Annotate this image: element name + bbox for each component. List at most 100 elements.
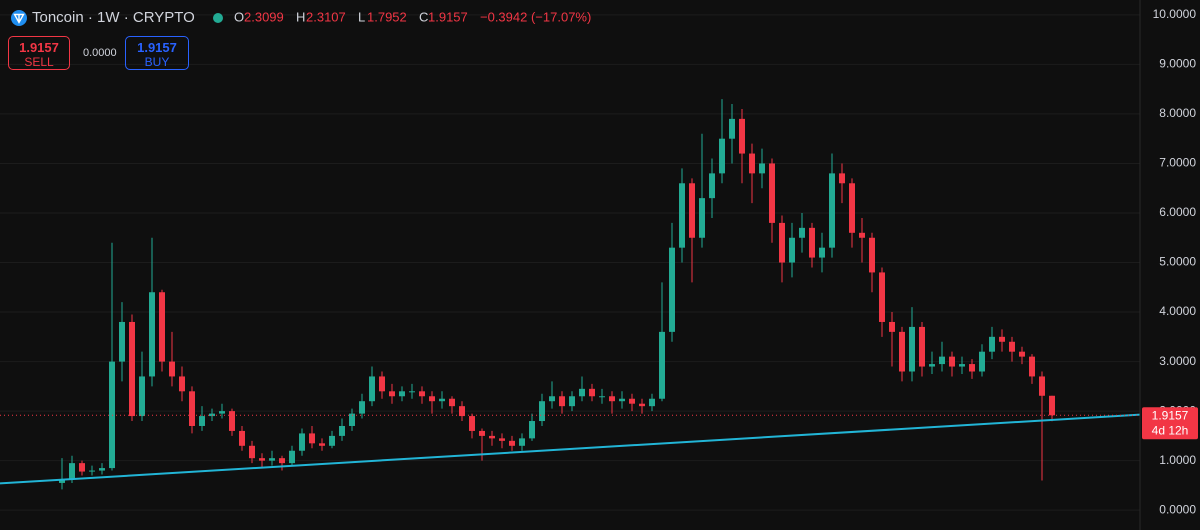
buy-label: BUY — [144, 55, 170, 69]
y-tick-label: 0.0000 — [1159, 502, 1196, 516]
candle-body — [879, 272, 885, 322]
c-value: 1.9157 — [428, 9, 468, 24]
candle-body — [809, 227, 815, 258]
candle-body — [779, 222, 785, 263]
candle-body — [709, 173, 715, 199]
candle-body — [849, 183, 855, 233]
last-price-label: 1.9157 — [1152, 408, 1189, 422]
candle-body — [369, 376, 375, 402]
spread: 0.0000 — [83, 47, 117, 59]
sell-price: 1.9157 — [19, 40, 59, 55]
candle-body — [549, 396, 555, 402]
candle-body — [1039, 376, 1045, 396]
l-value: 1.7952 — [367, 9, 407, 24]
candle-body — [599, 396, 605, 398]
candle-body — [419, 391, 425, 397]
buy-button[interactable]: 1.9157 BUY — [125, 36, 189, 70]
candle-body — [699, 198, 705, 238]
candle-body — [509, 440, 515, 446]
candle-body — [79, 463, 85, 472]
candle-body — [259, 458, 265, 461]
market-status — [213, 13, 223, 23]
candle-body — [629, 398, 635, 404]
candle-body — [59, 479, 65, 483]
candle-body — [539, 401, 545, 422]
symbol-title[interactable]: Toncoin · 1W · CRYPTO — [32, 9, 195, 26]
candle-body — [69, 463, 75, 480]
candle-body — [429, 396, 435, 402]
candle-body — [519, 438, 525, 446]
candle-body — [449, 398, 455, 407]
sell-button[interactable]: 1.9157 SELL — [8, 36, 70, 70]
candle-body — [159, 292, 165, 362]
candle-body — [389, 391, 395, 397]
candle-body — [639, 403, 645, 407]
l-label: L — [358, 9, 365, 24]
candle-body — [269, 458, 275, 461]
symbol-icon-glyph — [13, 13, 25, 24]
candle-body — [829, 173, 835, 248]
candle-body — [949, 356, 955, 367]
candle-body — [409, 391, 415, 393]
candle-body — [119, 321, 125, 362]
ohlc-legend: O 2.3099 H 2.3107 L 1.7952 C 1.9157 −0.3… — [234, 9, 591, 24]
y-tick-label: 1.0000 — [1159, 453, 1196, 467]
candle-body — [589, 388, 595, 397]
o-label: O — [234, 9, 244, 24]
sell-label: SELL — [24, 55, 54, 69]
candle-body — [499, 438, 505, 441]
candle-body — [359, 401, 365, 414]
candle-body — [129, 321, 135, 417]
y-tick-label: 9.0000 — [1159, 57, 1196, 71]
countdown: 4d 12h — [1152, 423, 1189, 437]
candle-body — [869, 237, 875, 273]
candle-body — [749, 153, 755, 174]
candle-body — [279, 458, 285, 464]
candle-body — [899, 331, 905, 372]
candle-body — [469, 416, 475, 431]
y-tick-label: 3.0000 — [1159, 354, 1196, 368]
candle-body — [319, 443, 325, 446]
h-label: H — [296, 9, 305, 24]
last-price-tag — [1142, 407, 1198, 440]
candle-body — [139, 376, 145, 417]
candle-body — [529, 421, 535, 439]
candle-body — [679, 183, 685, 248]
y-tick-label: 8.0000 — [1159, 106, 1196, 120]
candle-body — [299, 433, 305, 451]
candle-body — [979, 351, 985, 372]
candle-body — [1049, 395, 1055, 416]
candle-body — [199, 416, 205, 426]
y-tick-label: 7.0000 — [1159, 156, 1196, 170]
change: −0.3942 (−17.07%) — [480, 9, 591, 24]
candle-body — [579, 388, 585, 397]
y-tick-label: 6.0000 — [1159, 205, 1196, 219]
candle-body — [989, 336, 995, 352]
buy-price: 1.9157 — [137, 40, 177, 55]
candle-body — [459, 406, 465, 417]
h-value: 2.3107 — [306, 9, 346, 24]
o-value: 2.3099 — [244, 9, 284, 24]
candle-body — [249, 445, 255, 459]
candle-body — [239, 430, 245, 446]
y-tick-label: 10.0000 — [1153, 7, 1197, 21]
candle-body — [349, 413, 355, 426]
candle-body — [929, 364, 935, 367]
candle-body — [649, 398, 655, 407]
candle-body — [889, 321, 895, 332]
candle-body — [999, 336, 1005, 342]
candle-body — [379, 376, 385, 392]
candle-body — [959, 364, 965, 367]
candle-body — [1029, 356, 1035, 377]
candle-body — [179, 376, 185, 392]
candle-body — [919, 326, 925, 367]
candle-body — [329, 435, 335, 446]
candle-body — [1019, 351, 1025, 357]
candle-body — [289, 450, 295, 464]
candle-body — [969, 364, 975, 372]
candle-body — [729, 118, 735, 139]
candle-body — [439, 398, 445, 402]
candle-body — [559, 396, 565, 407]
